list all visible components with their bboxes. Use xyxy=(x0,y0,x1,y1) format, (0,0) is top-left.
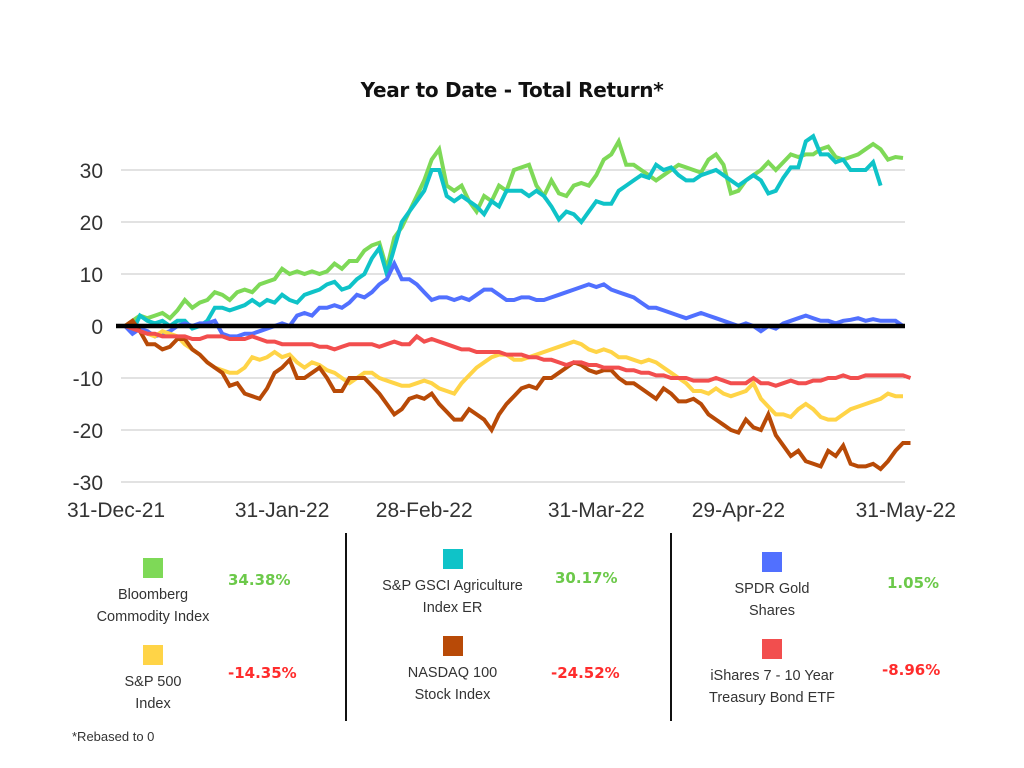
legend-label: NASDAQ 100 xyxy=(407,665,498,681)
legend-swatch xyxy=(143,645,163,665)
legend-swatch xyxy=(762,552,782,572)
legend-value: -24.52% xyxy=(551,664,620,682)
legend-label: S&P GSCI Agriculture xyxy=(382,578,523,594)
series-line-s-p-500-index xyxy=(124,321,903,422)
legend-label: Shares xyxy=(749,603,795,619)
legend-value: 1.05% xyxy=(887,574,940,592)
legend-label: Commodity Index xyxy=(96,609,210,625)
legend-label: S&P 500 xyxy=(124,674,182,690)
x-tick-label: 29-Apr-22 xyxy=(692,499,785,522)
x-tick-label: 31-Mar-22 xyxy=(548,499,645,522)
y-tick-label: 0 xyxy=(91,316,103,339)
legend-item-bloomberg: Bloomberg Commodity Index xyxy=(78,558,228,628)
line-chart: 30 20 10 0 -10 -20 -30 31-Dec-21 31-Jan-22 28-Fe… xyxy=(67,133,956,522)
legend-swatch xyxy=(442,549,463,569)
y-tick-label: -20 xyxy=(73,420,103,443)
chart-title: Year to Date - Total Return* xyxy=(360,78,664,102)
y-tick-label: -30 xyxy=(73,472,103,495)
legend-divider xyxy=(670,533,672,721)
legend-divider xyxy=(345,533,347,721)
series-line-bloomberg-commodity-index xyxy=(123,136,904,328)
legend-label: Treasury Bond ETF xyxy=(709,690,835,706)
legend-item-gold: SPDR Gold Shares xyxy=(697,552,847,622)
y-tick-label: 10 xyxy=(80,264,103,287)
legend-value: -8.96% xyxy=(882,661,941,679)
legend-swatch xyxy=(143,558,163,578)
y-tick-label: -10 xyxy=(73,368,103,391)
legend-value: -14.35% xyxy=(228,664,297,682)
legend-value: 34.38% xyxy=(228,571,291,589)
series-lines xyxy=(123,133,912,472)
x-axis-ticks: 31-Dec-21 31-Jan-22 28-Feb-22 31-Mar-22 29-A… xyxy=(67,499,956,522)
x-tick-label: 31-May-22 xyxy=(856,499,956,522)
y-tick-label: 30 xyxy=(80,160,103,183)
legend-item-treasury: iShares 7 - 10 Year Treasury Bond ETF xyxy=(697,639,847,709)
series-line-s-p-gsci-agriculture-index-er xyxy=(123,133,883,335)
legend-swatch xyxy=(762,639,782,659)
legend-item-nasdaq: NASDAQ 100 Stock Index xyxy=(380,636,525,706)
series-line-ishares-7-10-year-treasury-bond-etf xyxy=(124,324,912,388)
legend-swatch xyxy=(442,636,463,656)
y-tick-label: 20 xyxy=(80,212,103,235)
legend-item-gsci: S&P GSCI Agriculture Index ER xyxy=(365,549,540,619)
y-axis-ticks: 30 20 10 0 -10 -20 -30 xyxy=(73,160,103,495)
legend-label: SPDR Gold xyxy=(734,581,810,597)
legend-label: Index ER xyxy=(422,600,483,616)
series-line-nasdaq-100-stock-index xyxy=(123,318,911,472)
legend-label: iShares 7 - 10 Year xyxy=(710,668,834,684)
x-tick-label: 31-Jan-22 xyxy=(235,499,330,522)
footnote: *Rebased to 0 xyxy=(72,729,155,744)
gridlines xyxy=(121,169,905,483)
legend-value: 30.17% xyxy=(555,569,618,587)
legend-label: Index xyxy=(135,696,171,712)
legend-label: Stock Index xyxy=(414,687,491,703)
legend-label: Bloomberg xyxy=(117,587,189,603)
x-tick-label: 31-Dec-21 xyxy=(67,499,165,522)
legend-item-sp500: S&P 500 Index xyxy=(78,645,228,715)
x-tick-label: 28-Feb-22 xyxy=(376,499,473,522)
